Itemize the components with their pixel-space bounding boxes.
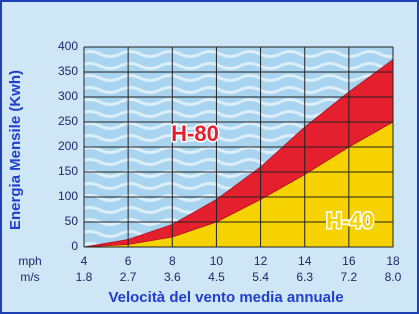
y-tick-label: 0: [71, 239, 78, 253]
x-unit: mph: [18, 254, 41, 268]
x-tick-label: 8: [169, 254, 176, 268]
y-tick-label: 50: [65, 214, 79, 228]
x2-tick-label: 2.7: [120, 270, 137, 284]
x-tick-label: 14: [298, 254, 312, 268]
y-tick-label: 100: [58, 189, 78, 203]
series-label: H-40: [326, 208, 374, 233]
x-tick-label: 6: [125, 254, 132, 268]
y-tick-label: 350: [58, 64, 78, 78]
x2-tick-label: 6.3: [296, 270, 313, 284]
chart: Energia Mensile (Kwh) Velocità del vento…: [0, 0, 419, 314]
series-label: H-80: [171, 121, 219, 146]
x2-tick-label: 3.6: [164, 270, 181, 284]
x-tick-label: 4: [81, 254, 88, 268]
x2-tick-label: 5.4: [252, 270, 269, 284]
y-tick-label: 300: [58, 89, 78, 103]
x2-tick-label: 4.5: [208, 270, 225, 284]
x-tick-label: 12: [254, 254, 268, 268]
x-axis-label: Velocità del vento media annuale: [108, 289, 343, 306]
x2-tick-label: 1.8: [76, 270, 93, 284]
x2-unit: m/s: [20, 270, 39, 284]
x-tick-label: 10: [210, 254, 224, 268]
x-tick-label: 16: [342, 254, 356, 268]
y-axis-label: Energia Mensile (Kwh): [7, 70, 24, 230]
y-tick-label: 250: [58, 114, 78, 128]
y-tick-label: 400: [58, 39, 78, 53]
x-tick-label: 18: [386, 254, 400, 268]
y-tick-label: 150: [58, 164, 78, 178]
x2-tick-label: 7.2: [341, 270, 358, 284]
y-tick-label: 200: [58, 139, 78, 153]
x2-tick-label: 8.0: [385, 270, 402, 284]
